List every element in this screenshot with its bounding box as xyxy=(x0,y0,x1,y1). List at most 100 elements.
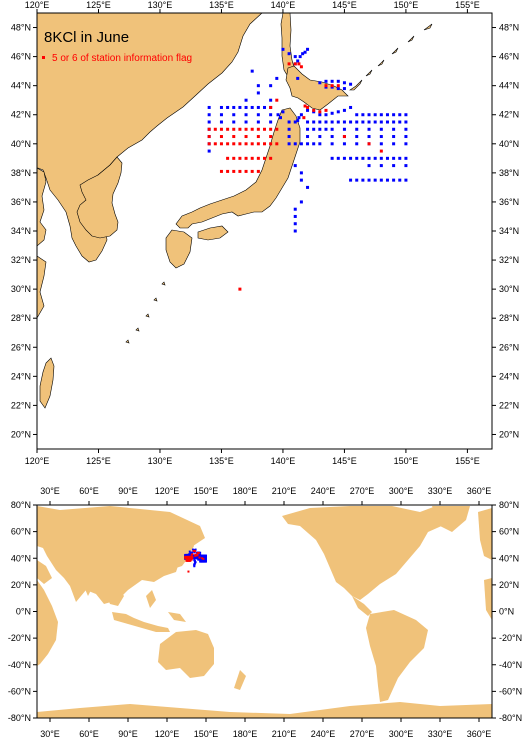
honshu xyxy=(175,107,301,229)
flagged-station-point-global xyxy=(194,553,197,556)
station-point xyxy=(385,113,389,117)
station-point-global xyxy=(205,560,207,563)
lon-label-top: 180°E xyxy=(233,486,258,496)
lat-label-left: 44°N xyxy=(11,81,31,91)
station-point xyxy=(287,135,291,139)
station-point xyxy=(312,127,316,131)
lat-label-right: 22°N xyxy=(499,400,519,410)
flagged-station-point xyxy=(244,142,248,146)
flagged-station-point xyxy=(232,135,236,139)
station-point xyxy=(250,69,254,73)
station-point xyxy=(349,156,353,160)
flagged-station-point xyxy=(299,65,303,69)
station-point xyxy=(355,178,359,182)
lat-label-right: 40°N xyxy=(499,553,519,563)
flagged-station-point xyxy=(226,156,230,160)
station-point xyxy=(287,142,291,146)
lat-label-left: 20°N xyxy=(11,580,31,590)
lat-label-right: -40°N xyxy=(499,660,522,670)
flagged-station-point-global xyxy=(196,554,199,557)
lon-label-top: 210°E xyxy=(272,486,297,496)
station-point xyxy=(373,178,377,182)
station-point xyxy=(355,142,359,146)
flagged-station-point-global xyxy=(193,550,196,553)
flagged-station-point xyxy=(324,108,328,112)
station-point xyxy=(207,105,211,109)
flagged-station-point-global xyxy=(191,557,194,560)
station-point xyxy=(367,156,371,160)
lat-label-right: 20°N xyxy=(499,580,519,590)
station-point xyxy=(256,113,260,117)
station-point xyxy=(330,120,334,124)
station-point xyxy=(232,120,236,124)
lat-label-left: 80°N xyxy=(11,500,31,510)
lon-label-top: 135°E xyxy=(209,0,234,10)
station-point xyxy=(318,127,322,131)
station-point xyxy=(404,164,408,168)
lon-label-top: 145°E xyxy=(332,0,357,10)
flagged-station-point xyxy=(256,142,260,146)
station-point xyxy=(336,156,340,160)
flagged-station-point xyxy=(263,156,266,160)
lat-label-left: 40°N xyxy=(11,553,31,563)
flagged-station-point xyxy=(213,127,217,131)
lat-label-right: 42°N xyxy=(499,110,519,120)
station-point-global xyxy=(201,559,204,562)
lon-label-bottom: 150°E xyxy=(194,729,219,739)
station-point xyxy=(379,164,383,168)
flagged-station-point-global xyxy=(194,554,197,557)
station-point xyxy=(379,142,383,146)
station-point-global xyxy=(203,559,206,562)
station-point xyxy=(306,142,310,146)
flagged-station-point xyxy=(244,156,248,160)
station-point xyxy=(287,127,291,131)
indonesia xyxy=(112,590,186,632)
station-point xyxy=(361,120,365,124)
station-point xyxy=(296,119,300,123)
station-point xyxy=(361,156,365,160)
hokkaido xyxy=(285,65,349,111)
station-point xyxy=(404,120,408,124)
station-point xyxy=(293,55,297,59)
station-point-global xyxy=(191,551,194,554)
lat-label-right: 38°N xyxy=(499,168,519,178)
station-point xyxy=(324,127,328,131)
lon-label-bottom: 135°E xyxy=(209,456,234,466)
taiwan xyxy=(39,357,55,409)
flagged-station-point xyxy=(269,135,273,139)
station-point xyxy=(207,149,211,153)
station-point xyxy=(263,105,266,109)
flagged-station-point xyxy=(256,169,260,173)
lon-label-bottom: 30°E xyxy=(40,729,60,739)
kyushu xyxy=(165,229,193,269)
station-point xyxy=(336,110,340,114)
station-point xyxy=(281,47,285,51)
station-point xyxy=(392,178,396,182)
station-point xyxy=(367,127,371,131)
flagged-station-point xyxy=(297,62,301,66)
greenland xyxy=(432,506,470,532)
station-point xyxy=(367,164,371,168)
lon-label-bottom: 155°E xyxy=(455,456,480,466)
station-point xyxy=(219,120,223,124)
lat-label-left: 36°N xyxy=(11,197,31,207)
flagged-station-point xyxy=(336,84,340,88)
top-map: 120°E 120°E 125°E 125°E 130°E 130°E 135°E 135°E… xyxy=(11,0,519,466)
station-point xyxy=(293,142,297,146)
station-point xyxy=(256,120,260,124)
station-point xyxy=(281,110,285,114)
station-point xyxy=(330,142,334,146)
station-point-global xyxy=(193,551,196,554)
lat-label-left: 48°N xyxy=(11,23,31,33)
central-america xyxy=(352,596,372,616)
station-point xyxy=(324,120,328,124)
flagged-station-point xyxy=(302,116,306,120)
flagged-station-point xyxy=(238,287,242,291)
top-map-ticks: 120°E 120°E 125°E 125°E 130°E 130°E 135°E 135°E… xyxy=(11,0,519,466)
station-point xyxy=(330,127,334,131)
eurasia-africa xyxy=(37,506,205,604)
station-point xyxy=(392,142,396,146)
station-point xyxy=(379,156,383,160)
station-point xyxy=(336,87,340,91)
flagged-station-point xyxy=(275,127,279,131)
